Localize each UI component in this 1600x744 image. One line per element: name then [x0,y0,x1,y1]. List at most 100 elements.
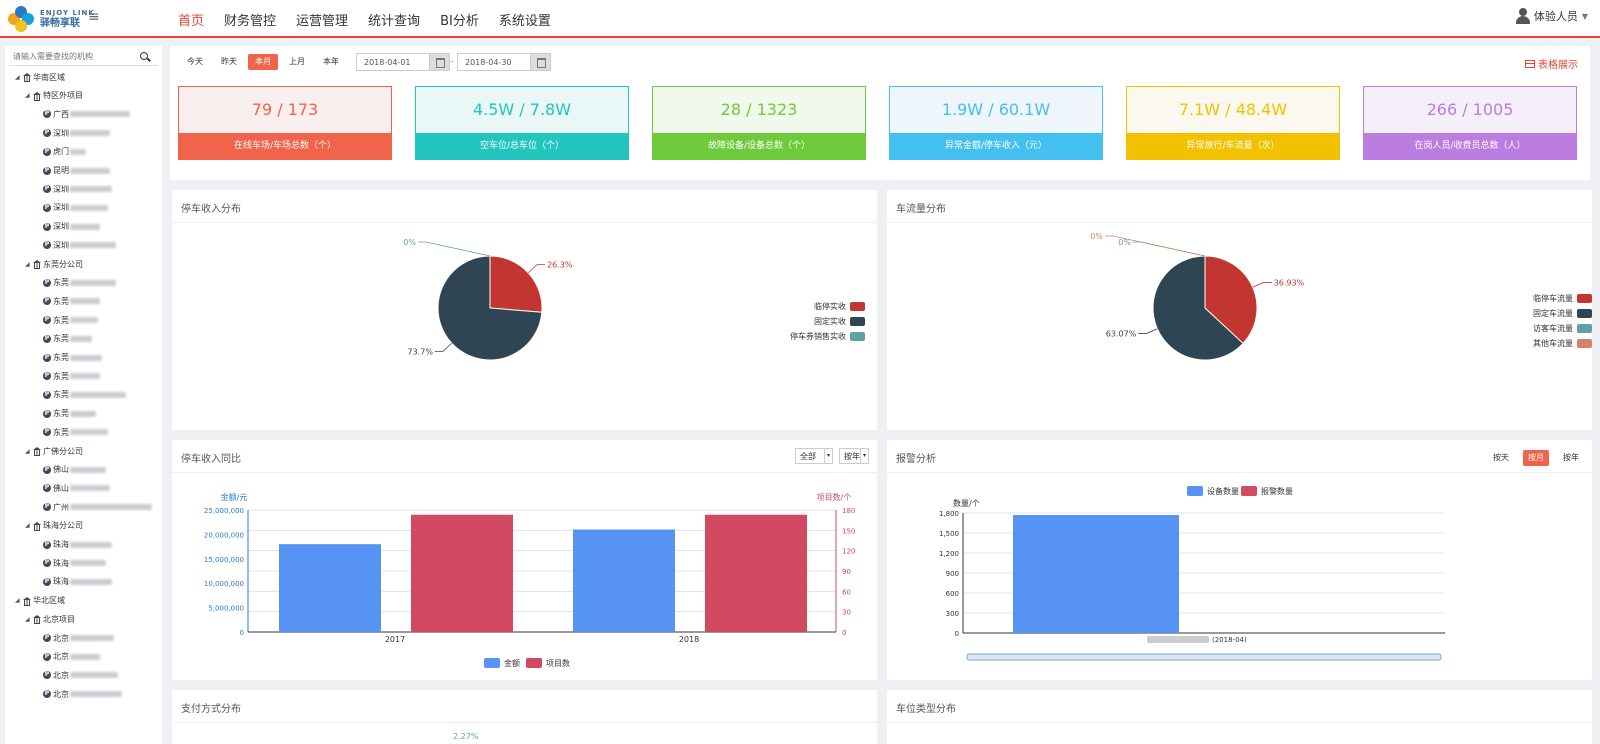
tree-group[interactable]: ◢ 华北区域 [15,594,65,608]
legend-swatch[interactable] [1241,486,1257,496]
tree-item[interactable]: P 深圳 [43,238,116,252]
legend-swatch[interactable] [1577,339,1592,348]
nav-item-settings[interactable]: 系统设置 [498,13,551,29]
tree-group[interactable]: ◢ 华南区域 [15,70,65,84]
tab-yesterday[interactable]: 昨天 [221,57,237,66]
tree-item[interactable]: P 珠海 [43,575,112,589]
tree-item[interactable]: P 广西 [43,107,130,121]
bar-设备数量[interactable] [1013,515,1179,633]
tree-item[interactable]: P 虎门 [43,145,86,159]
pie-slice[interactable] [489,255,543,313]
calendar-icon[interactable] [530,54,550,70]
toggle-by-month[interactable]: 按月 [1523,450,1549,466]
legend-swatch[interactable] [484,658,500,668]
legend-label: 设备数量 [1207,486,1239,496]
tree-item[interactable]: P 广州 [43,500,152,514]
tree-item[interactable]: P 东莞 [43,407,96,421]
toggle-by-year[interactable]: 按年 [1563,453,1579,462]
expand-icon[interactable]: ◢ [15,597,20,605]
legend-swatch[interactable] [1577,309,1592,318]
org-search-input[interactable] [9,52,134,61]
tree-item[interactable]: P 北京 [43,650,100,664]
tree-group[interactable]: ◢ 东莞分公司 [25,257,83,271]
kpi-card-abnormal-release[interactable]: 7.1W / 48.4W 异常放行/车流量（次） [1126,86,1340,160]
nav-item-operations[interactable]: 运营管理 [296,13,349,29]
tree-item[interactable]: P 东莞 [43,332,92,346]
start-date-field[interactable]: 2018-04-01 [356,53,450,71]
tab-today[interactable]: 今天 [187,57,203,66]
logo[interactable]: ENJOY LINK 驿畅享联 [8,6,95,32]
expand-icon[interactable]: ◢ [25,260,30,268]
tree-group[interactable]: ◢ 北京项目 [25,612,75,626]
bar-金额[interactable] [279,544,381,632]
tab-this-month[interactable]: 本月 [248,54,278,70]
tree-item[interactable]: P 北京 [43,668,118,682]
pie-label: 0% [403,238,416,247]
scope-select[interactable]: 全部 ▾ [795,448,833,464]
period-select[interactable]: 按年 ▾ [839,448,869,464]
expand-icon[interactable]: ◢ [25,92,30,100]
end-date-field[interactable]: 2018-04-30 [457,53,551,71]
calendar-icon[interactable] [429,54,449,70]
tree-item[interactable]: P 珠海 [43,556,106,570]
tree-item[interactable]: P 东莞 [43,388,126,402]
tree-item[interactable]: P 珠海 [43,538,112,552]
kpi-card-staff-on-duty[interactable]: 266 / 1005 在岗人员/收费员总数（人） [1363,86,1577,160]
tree-item[interactable]: P 佛山 [43,463,106,477]
tree-item[interactable]: P 东莞 [43,276,116,290]
legend-swatch[interactable] [850,317,865,326]
zoom-slider[interactable] [966,653,1442,661]
user-menu[interactable]: 体验人员 ▼ [1515,8,1588,24]
bar-金额[interactable] [573,529,675,632]
pie-slice[interactable] [1204,255,1258,345]
hamburger-menu-icon[interactable]: ≡ [88,9,100,25]
tree-label: 北京 [53,689,69,699]
nav-item-bi[interactable]: BI分析 [440,13,479,29]
legend-swatch[interactable] [1577,294,1592,303]
expand-icon[interactable]: ◢ [15,73,20,81]
tree-item[interactable]: P 深圳 [43,126,110,140]
tree-label: 东莞 [53,427,69,437]
tab-this-year[interactable]: 本年 [323,57,339,66]
tree-item[interactable]: P 佛山 [43,481,110,495]
expand-icon[interactable]: ◢ [25,522,30,530]
kpi-card-online-lots[interactable]: 79 / 173 在线车场/车场总数（个） [178,86,392,160]
tree-group[interactable]: ◢ 特区外项目 [25,89,83,103]
tab-last-month[interactable]: 上月 [289,57,305,66]
kpi-card-abnormal-amount[interactable]: 1.9W / 60.1W 异常金额/停车收入（元） [889,86,1103,160]
tree-item[interactable]: P 东莞 [43,369,100,383]
kpi-card-free-spaces[interactable]: 4.5W / 7.8W 空车位/总车位（个） [415,86,629,160]
legend-swatch[interactable] [526,658,542,668]
search-icon[interactable] [140,51,150,62]
tree-item[interactable]: P 北京 [43,687,122,701]
nav-item-finance[interactable]: 财务管控 [224,13,277,29]
tree-item[interactable]: P 深圳 [43,220,100,234]
pie-slice[interactable] [437,255,543,361]
tree-search [9,48,158,66]
tree-item[interactable]: P 东莞 [43,351,102,365]
legend-swatch[interactable] [1577,324,1592,333]
bar-项目数[interactable] [411,514,513,632]
tree-item[interactable]: P 东莞 [43,313,98,327]
tree-group[interactable]: ◢ 广佛分公司 [25,444,83,458]
expand-icon[interactable]: ◢ [25,615,30,623]
tree-item[interactable]: P 深圳 [43,182,112,196]
tree-item[interactable]: P 昆明 [43,164,110,178]
kpi-card-faulty-devices[interactable]: 28 / 1323 故障设备/设备总数（个） [652,86,866,160]
bar-项目数[interactable] [705,514,807,632]
tree-item[interactable]: P 北京 [43,631,114,645]
tree-item[interactable]: P 东莞 [43,425,108,439]
table-view-button[interactable]: 表格展示 [1525,56,1578,71]
nav-item-statistics[interactable]: 统计查询 [368,13,421,29]
nav-item-home[interactable]: 首页 [178,13,205,29]
tree-item[interactable]: P 深圳 [43,201,108,215]
tree-label: 广州 [53,502,69,512]
legend-swatch[interactable] [1187,486,1203,496]
tree-group[interactable]: ◢ 珠海分公司 [25,519,83,533]
pie-slice[interactable] [1152,255,1244,361]
expand-icon[interactable]: ◢ [25,447,30,455]
legend-swatch[interactable] [850,332,865,341]
toggle-by-day[interactable]: 按天 [1493,453,1509,462]
tree-item[interactable]: P 东莞 [43,294,100,308]
legend-swatch[interactable] [850,302,865,311]
